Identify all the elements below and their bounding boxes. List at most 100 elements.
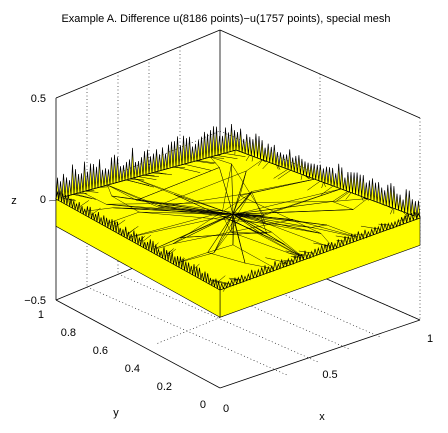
mesh-edge <box>197 160 217 164</box>
mesh-edge <box>251 178 315 194</box>
mesh-edge <box>300 174 303 180</box>
boundary-spike-row <box>55 123 237 200</box>
mesh-edge <box>251 191 266 224</box>
mesh-edge <box>231 163 265 216</box>
mesh-edge <box>230 231 306 260</box>
mesh-edge <box>139 211 312 228</box>
mesh-edge <box>332 191 349 202</box>
mesh-edge <box>173 219 294 244</box>
mesh-edge <box>213 191 252 253</box>
mesh-edge <box>133 177 175 195</box>
mesh-edge <box>216 155 238 160</box>
mesh-edge <box>151 172 167 175</box>
mesh-edge <box>232 244 278 270</box>
mesh-edge <box>273 168 289 179</box>
mesh-edge <box>239 170 247 196</box>
mesh-edge <box>277 170 291 180</box>
mesh-edge <box>232 170 247 215</box>
y-tick-label: 0.4 <box>125 363 140 375</box>
mesh-edge <box>207 252 246 264</box>
boundary-spike-row <box>219 212 421 291</box>
mesh-edge <box>158 205 321 234</box>
mesh-edge <box>231 163 234 215</box>
mesh-edge <box>126 216 224 239</box>
mesh-edge <box>106 204 213 216</box>
y-tick-label: 1 <box>38 309 44 321</box>
mesh-edge <box>361 196 364 201</box>
mesh-edge <box>276 164 279 170</box>
mesh-edge <box>258 159 263 166</box>
mesh-edge <box>210 156 232 165</box>
mesh-edge <box>136 199 234 215</box>
x-axis-label: x <box>319 411 325 423</box>
mesh-edge <box>311 224 327 228</box>
mesh-edge <box>246 159 263 172</box>
mesh-edge <box>207 214 234 253</box>
mesh-edge <box>262 161 270 170</box>
mesh-edge <box>158 206 294 220</box>
mesh-edge <box>223 153 246 157</box>
mesh-edge <box>107 184 159 206</box>
mesh-edge <box>233 220 246 264</box>
mesh-edge <box>239 195 322 234</box>
mesh-edge <box>271 231 306 260</box>
y-tick-label: 0 <box>200 399 206 411</box>
z-tick-label: −0.5 <box>24 295 46 307</box>
mesh-edge <box>232 220 235 245</box>
mesh-edge <box>335 191 350 202</box>
y-tick-label: 0.8 <box>61 327 76 339</box>
mesh-edge <box>232 214 264 236</box>
mesh-edge <box>126 214 213 239</box>
mesh-edge <box>209 157 225 159</box>
mesh-edge <box>111 195 327 226</box>
mesh-edge <box>332 198 368 202</box>
mesh-edge <box>129 178 144 181</box>
mesh-edge <box>74 193 97 200</box>
mesh-edge <box>232 213 322 234</box>
mesh-edge <box>172 214 234 244</box>
mesh-edge <box>323 182 326 188</box>
mesh-edge <box>125 179 150 186</box>
y-tick-label: 0.6 <box>93 345 108 357</box>
mesh-edge <box>207 244 234 253</box>
mesh-edge <box>84 190 99 193</box>
mesh-edge <box>158 192 252 208</box>
x-tick-label: 0.5 <box>322 369 337 381</box>
mesh-edge <box>107 184 159 208</box>
mesh-edge <box>251 156 254 162</box>
z-axis-label: z <box>11 195 17 207</box>
mesh-edge <box>402 211 407 216</box>
mesh-edge <box>307 180 321 191</box>
mesh-edge <box>390 207 394 215</box>
mesh-edge <box>260 215 268 234</box>
mesh-edge <box>244 188 342 213</box>
x-tick-label: 1 <box>427 333 433 345</box>
mesh-edge <box>345 192 352 200</box>
mesh-edge <box>320 185 334 196</box>
mesh-edge <box>107 184 137 201</box>
boundary-spike-row <box>55 190 221 291</box>
mesh-edge <box>210 156 220 168</box>
mesh-edge <box>138 176 157 180</box>
mesh-edge <box>133 177 223 211</box>
mesh-edge <box>223 217 232 233</box>
x-tick-label: 0 <box>223 403 229 415</box>
mesh-edge <box>106 201 333 205</box>
boundary-spike-row <box>235 128 421 219</box>
mesh-edge <box>172 192 252 244</box>
y-tick-label: 0.2 <box>157 381 172 393</box>
mesh-edge <box>48 199 58 202</box>
mesh-edge <box>195 160 215 165</box>
mesh-edge <box>136 167 220 201</box>
boundary-spikes <box>55 123 421 291</box>
mesh-edge <box>112 207 223 211</box>
mesh-edge <box>245 154 250 161</box>
mesh-edge <box>212 209 354 216</box>
mesh-edge <box>173 194 285 245</box>
mesh-edge <box>263 188 342 216</box>
mesh-edge <box>353 198 368 210</box>
mesh-edge <box>149 217 224 252</box>
mesh-edge <box>230 231 267 234</box>
